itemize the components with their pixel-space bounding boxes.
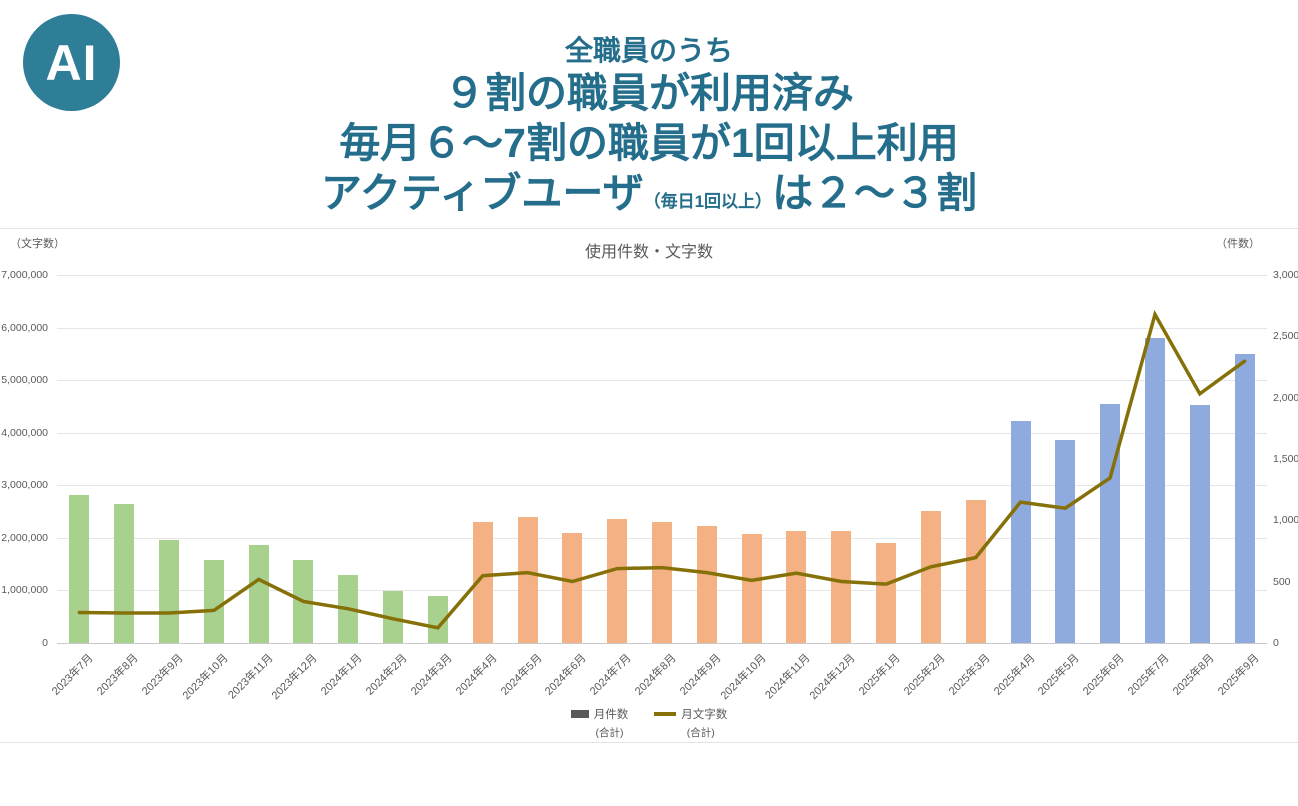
gridline xyxy=(57,432,1267,434)
bar-2024年7月 xyxy=(607,518,628,643)
bar-2025年4月 xyxy=(1010,420,1031,643)
y-axis-left-tick: 6,000,000 xyxy=(1,321,48,334)
bar-2025年1月 xyxy=(876,543,897,643)
bar-2024年11月 xyxy=(786,530,807,643)
headline-line-4: アクティブユーザ（毎日1回以上）は２～３割 xyxy=(0,168,1298,227)
bar-2025年2月 xyxy=(920,511,941,643)
legend-row: 月文字数 xyxy=(654,706,727,722)
bar-2023年8月 xyxy=(114,504,135,643)
bar-2024年4月 xyxy=(472,522,493,643)
legend-line-series-subtitle: (合計) xyxy=(686,727,715,739)
chart-top-divider xyxy=(0,228,1298,229)
bar-2024年12月 xyxy=(831,530,852,643)
headline-line-3: 毎月６～7割の職員が1回以上利用 xyxy=(339,120,959,166)
headline-line-1: 全職員のうち xyxy=(564,35,733,66)
y-axis-right-tick: 3,000 xyxy=(1273,269,1298,281)
bar-2025年5月 xyxy=(1055,440,1076,643)
y-axis-right-tick: 2,500 xyxy=(1273,330,1298,343)
y-axis-left-tick: 0 xyxy=(42,637,48,649)
headline-line-4-paren: （毎日1回以上） xyxy=(643,192,773,211)
gridline xyxy=(57,485,1267,487)
y-axis-right-tick: 0 xyxy=(1273,637,1279,649)
bar-2024年8月 xyxy=(652,521,672,643)
bar-2024年2月 xyxy=(383,590,404,643)
headline: 全職員のうち ９割の職員が利用済み 毎月６～7割の職員が1回以上利用 アクティブ… xyxy=(0,34,1298,227)
y-axis-left-tick: 4,000,000 xyxy=(1,426,48,439)
ai-logo: AI xyxy=(23,14,120,111)
bar-2025年3月 xyxy=(965,500,986,643)
chart-bottom-divider xyxy=(0,742,1298,743)
bar-2023年10月 xyxy=(203,559,224,643)
legend-row: 月件数 xyxy=(570,706,629,722)
bar-2025年8月 xyxy=(1189,405,1210,643)
y-axis-left-tick: 2,000,000 xyxy=(1,531,48,544)
bar-2024年9月 xyxy=(696,525,717,643)
x-axis-line xyxy=(57,643,1267,644)
bar-2024年10月 xyxy=(741,534,762,643)
y-axis-left-tick: 3,000,000 xyxy=(1,479,48,492)
legend: 月件数 (合計) 月文字数 (合計) xyxy=(0,706,1298,740)
ai-logo-text: AI xyxy=(45,34,98,91)
legend-bar-series-subtitle: (合計) xyxy=(595,727,624,739)
bar-2025年7月 xyxy=(1144,338,1165,643)
y-axis-right-tick: 1,500 xyxy=(1273,453,1298,465)
bar-2023年12月 xyxy=(293,559,314,643)
chart-title: 使用件数・文字数 xyxy=(584,244,713,261)
gridline xyxy=(57,275,1267,276)
bar-2024年3月 xyxy=(427,596,448,643)
y-axis-right-tick: 500 xyxy=(1273,575,1291,588)
legend-line-series-label: 月文字数 xyxy=(681,709,728,721)
bar-2024年1月 xyxy=(338,574,359,643)
legend-item-bar-series: 月件数 (合計) xyxy=(570,706,629,740)
legend-bar-series-label: 月件数 xyxy=(593,709,629,721)
headline-line-2: ９割の職員が利用済み xyxy=(444,70,854,116)
y-axis-left-tick: 5,000,000 xyxy=(1,374,48,387)
bar-2023年9月 xyxy=(159,539,180,643)
bar-series-swatch-icon xyxy=(570,710,589,718)
left-axis-unit-label: （文字数） xyxy=(10,238,65,250)
headline-line-4-main: アクティブユーザ xyxy=(320,170,644,216)
y-axis-right-tick: 2,000 xyxy=(1273,391,1298,404)
bar-2025年6月 xyxy=(1100,403,1121,643)
bar-2024年6月 xyxy=(562,533,583,643)
line-series-swatch-icon xyxy=(654,712,677,716)
legend-item-line-series: 月文字数 (合計) xyxy=(654,706,727,740)
headline-line-4-tail: は２～３割 xyxy=(772,170,978,216)
gridline xyxy=(57,380,1267,382)
y-axis-right-tick: 1,000 xyxy=(1273,514,1298,527)
y-axis-left-tick: 7,000,000 xyxy=(1,269,48,281)
bar-2023年7月 xyxy=(69,495,90,643)
gridline xyxy=(57,327,1267,329)
right-axis-unit-label: （件数） xyxy=(1216,238,1260,250)
bar-2025年9月 xyxy=(1234,354,1255,643)
bar-2023年11月 xyxy=(248,545,269,643)
y-axis-left-tick: 1,000,000 xyxy=(1,584,48,597)
plot-area xyxy=(57,275,1267,644)
bar-2024年5月 xyxy=(517,516,538,643)
